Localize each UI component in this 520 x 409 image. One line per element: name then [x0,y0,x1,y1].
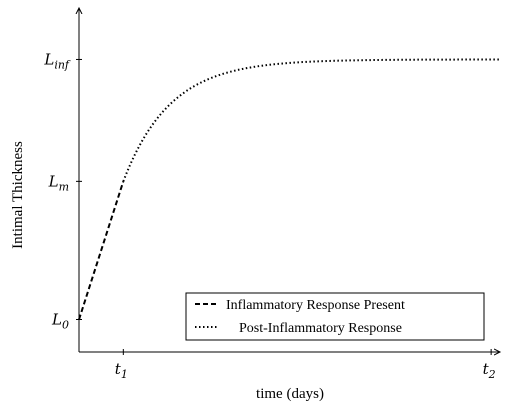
x-tick-label-1: t1 [115,360,128,381]
y-tick-label-m: Lm [48,172,69,193]
legend-box [185,292,485,341]
x-tick-label-2: t2 [483,360,496,381]
legend: Inflammatory Response Present Post-Infla… [185,292,485,341]
x-axis-label: time (days) [256,386,324,402]
y-tick-label-0: L0 [51,310,69,331]
series-layer [78,58,500,320]
legend-entry-1: Inflammatory Response Present [226,298,405,313]
y-axis-label: Intimal Thickness [10,141,26,249]
series-line-1 [78,181,125,320]
legend-entry-2: Post-Inflammatory Response [239,321,402,336]
y-tick-label-inf: Linf [43,50,71,71]
tick-layer: L0 Lm Linf t1 t2 [43,50,495,381]
series-line-2 [122,58,500,182]
